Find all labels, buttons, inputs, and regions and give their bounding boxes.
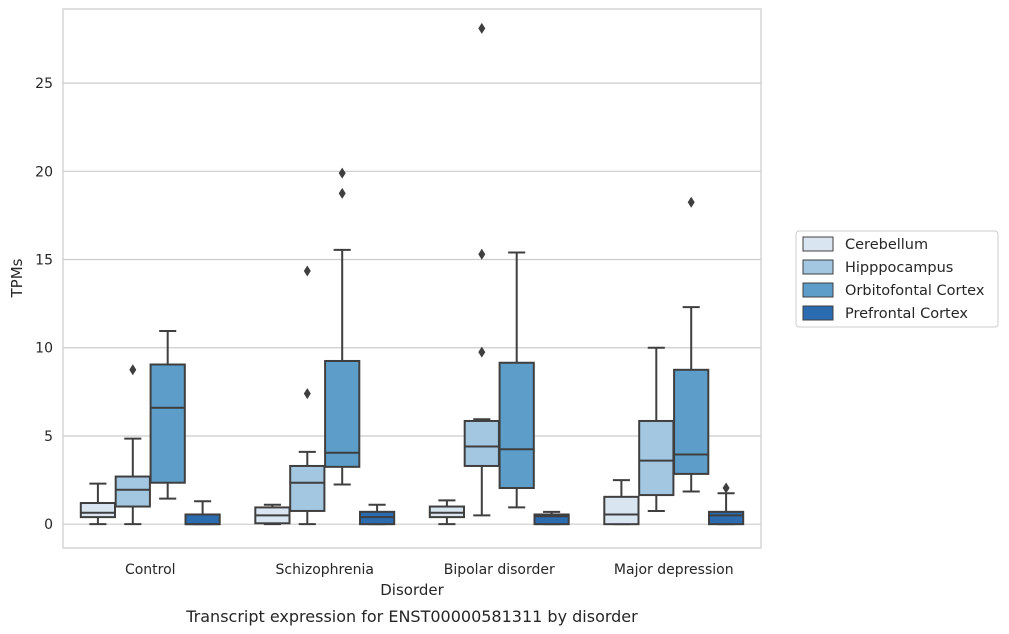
box-body xyxy=(184,513,221,526)
box xyxy=(324,167,361,486)
y-tick-label: 15 xyxy=(35,253,53,269)
box xyxy=(254,503,291,526)
box-body xyxy=(79,502,117,519)
box xyxy=(184,500,221,526)
outlier-point xyxy=(478,248,486,260)
legend: Cerebellum Hipppocampus Orbitofontal Corte… xyxy=(795,230,999,328)
x-tick-label: Major depression xyxy=(614,562,734,578)
box xyxy=(638,346,675,512)
box xyxy=(428,499,466,526)
box-body xyxy=(463,419,500,467)
y-tick-labels: 0 5 10 15 20 25 xyxy=(35,76,53,533)
y-tick-label: 0 xyxy=(44,517,53,533)
legend-swatch xyxy=(802,305,834,321)
box xyxy=(533,510,570,526)
box xyxy=(358,503,396,526)
box xyxy=(673,196,710,493)
chart-caption: Transcript expression for ENST0000058131… xyxy=(185,607,638,626)
y-tick-label: 20 xyxy=(35,164,53,180)
x-tick-label: Bipolar disorder xyxy=(444,562,555,578)
y-tick-label: 10 xyxy=(35,341,53,357)
box xyxy=(463,22,500,517)
box xyxy=(79,482,117,526)
box-body xyxy=(533,513,570,526)
outlier-point xyxy=(478,346,486,358)
legend-swatch xyxy=(802,236,834,252)
box-series xyxy=(79,22,745,526)
outlier-point xyxy=(303,388,311,400)
outlier-point xyxy=(129,364,137,376)
box-body xyxy=(498,361,535,490)
box xyxy=(114,364,151,526)
box-body xyxy=(114,475,151,508)
x-tick-labels: Control Schizophrenia Bipolar disorder Majo… xyxy=(125,562,734,578)
y-tick-label: 5 xyxy=(44,429,53,445)
outlier-point xyxy=(722,482,730,494)
legend-frame xyxy=(795,230,999,328)
y-tick-label: 25 xyxy=(35,76,53,92)
plot-frame xyxy=(62,8,762,549)
legend-swatch xyxy=(802,282,834,298)
outlier-point xyxy=(338,167,346,179)
x-tick-label: Control xyxy=(125,562,176,578)
legend-swatch xyxy=(802,259,834,275)
box xyxy=(149,329,186,500)
outlier-point xyxy=(478,22,486,34)
legend-label: Prefrontal Cortex xyxy=(845,306,968,322)
box xyxy=(498,251,535,509)
box-body xyxy=(707,510,745,526)
x-tick-label: Schizophrenia xyxy=(276,562,374,578)
legend-label: Cerebellum xyxy=(845,237,928,253)
box-body xyxy=(638,419,675,497)
box-body xyxy=(289,464,326,512)
box-body xyxy=(673,368,710,475)
legend-label: Hipppocampus xyxy=(845,260,953,276)
box xyxy=(603,479,640,526)
box-body xyxy=(324,359,361,468)
outlier-point xyxy=(303,265,311,277)
box-body xyxy=(603,495,640,526)
legend-label: Orbitofontal Cortex xyxy=(845,283,985,299)
box xyxy=(707,482,745,526)
outlier-point xyxy=(338,187,346,199)
box xyxy=(289,265,326,526)
x-axis-label: Disorder xyxy=(380,581,444,599)
outlier-point xyxy=(687,196,695,208)
y-axis-label: TPMs xyxy=(8,258,26,298)
box-body xyxy=(149,363,186,484)
